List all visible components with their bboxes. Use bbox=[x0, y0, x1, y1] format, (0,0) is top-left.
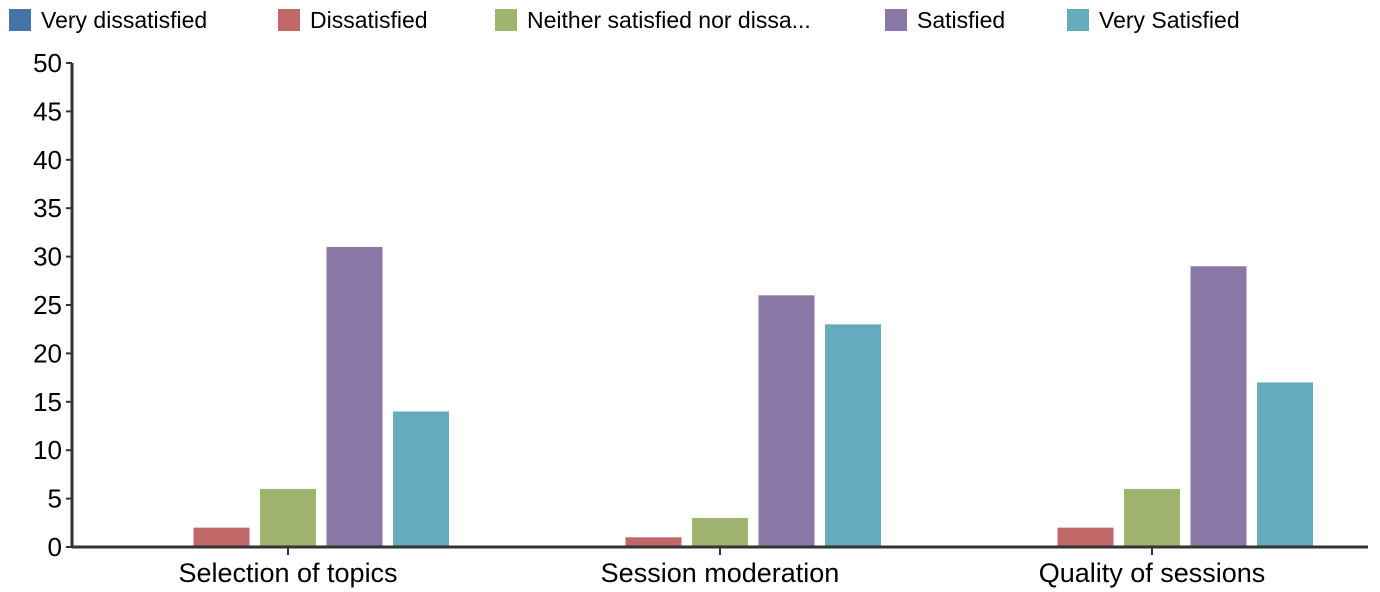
y-tick-label: 15 bbox=[33, 387, 62, 417]
bar-satisfied bbox=[758, 295, 815, 547]
legend-swatch bbox=[9, 9, 31, 31]
bar-dissatisfied bbox=[1057, 527, 1114, 547]
bars bbox=[193, 246, 1313, 548]
legend-label: Very Satisfied bbox=[1099, 7, 1240, 33]
bar-neither-satisfied-nor-dissa bbox=[260, 488, 316, 547]
legend-label: Neither satisfied nor dissa... bbox=[527, 7, 811, 33]
y-tick-label: 20 bbox=[33, 338, 62, 368]
y-tick-label: 0 bbox=[48, 532, 62, 562]
legend-swatch bbox=[1067, 9, 1089, 31]
bar-very-satisfied bbox=[393, 411, 449, 547]
y-tick-label: 40 bbox=[33, 145, 62, 175]
y-tick-label: 45 bbox=[33, 96, 62, 126]
legend-swatch bbox=[495, 9, 517, 31]
legend-swatch bbox=[278, 9, 300, 31]
bar-dissatisfied bbox=[625, 537, 682, 547]
y-tick-label: 35 bbox=[33, 193, 62, 223]
y-tick-label: 30 bbox=[33, 242, 62, 272]
y-tick-label: 10 bbox=[33, 435, 62, 465]
y-tick-label: 5 bbox=[48, 484, 62, 514]
bar-satisfied bbox=[1190, 266, 1247, 547]
y-axis: 0 5 10 15 20 25 30 35 40 45 50 bbox=[33, 48, 74, 562]
x-category-label: Selection of topics bbox=[178, 558, 397, 588]
legend-swatch bbox=[885, 9, 907, 31]
legend-label: Satisfied bbox=[917, 7, 1005, 33]
bar-satisfied bbox=[326, 246, 383, 548]
x-category-label: Quality of sessions bbox=[1039, 558, 1266, 588]
bar-neither-satisfied-nor-dissa bbox=[1124, 488, 1180, 547]
y-tick-label: 50 bbox=[33, 48, 62, 78]
x-category-label: Session moderation bbox=[601, 558, 840, 588]
x-axis: Selection of topics Session moderation Qua… bbox=[72, 545, 1368, 588]
legend-label: Dissatisfied bbox=[310, 7, 428, 33]
y-tick-label: 25 bbox=[33, 290, 62, 320]
bar-very-satisfied bbox=[825, 324, 881, 547]
legend-label: Very dissatisfied bbox=[41, 7, 207, 33]
bar-neither-satisfied-nor-dissa bbox=[692, 517, 748, 547]
bar-very-satisfied bbox=[1257, 382, 1313, 547]
bar-dissatisfied bbox=[193, 527, 250, 547]
legend: Very dissatisfied Dissatisfied Neither sat… bbox=[9, 7, 1240, 33]
